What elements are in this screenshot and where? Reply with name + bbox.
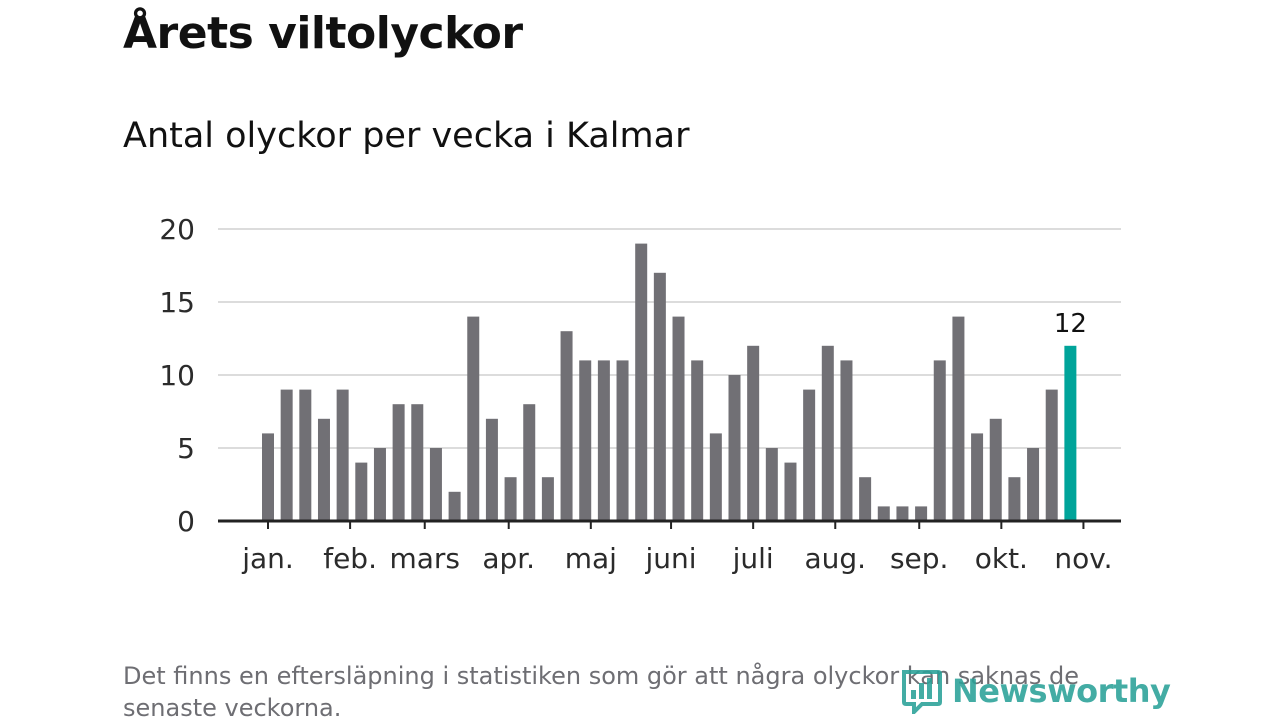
bar xyxy=(672,316,685,521)
bar xyxy=(765,448,778,521)
bar-highlight xyxy=(1064,345,1077,521)
bar xyxy=(821,345,834,521)
bar xyxy=(877,506,890,521)
x-tick-label: maj xyxy=(565,542,617,575)
bar xyxy=(541,477,554,521)
y-tick-label: 10 xyxy=(159,359,195,392)
bar xyxy=(691,360,704,521)
bar xyxy=(635,243,648,521)
bar xyxy=(597,360,610,521)
y-tick-label: 20 xyxy=(159,213,195,246)
bar xyxy=(411,404,424,521)
x-tick-label: mars xyxy=(389,542,460,575)
x-axis-ticks: jan. feb. mars apr. maj juni juli aug. sep. okt. n… xyxy=(241,521,1113,575)
bar xyxy=(784,462,797,521)
y-axis-ticks: 0 5 10 15 20 xyxy=(159,213,195,538)
bar xyxy=(485,418,498,521)
bar xyxy=(728,375,741,521)
x-tick-label: okt. xyxy=(975,542,1028,575)
bar xyxy=(579,360,592,521)
bar xyxy=(448,491,461,521)
brand-name: Newsworthy xyxy=(952,672,1171,710)
x-tick-label: aug. xyxy=(804,542,866,575)
x-tick-label: feb. xyxy=(323,542,377,575)
bar xyxy=(336,389,349,521)
bar xyxy=(392,404,405,521)
bar xyxy=(915,506,928,521)
x-tick-label: jan. xyxy=(241,542,294,575)
bar xyxy=(747,345,760,521)
bar xyxy=(1027,448,1040,521)
bars xyxy=(262,243,1077,521)
bar xyxy=(840,360,853,521)
bar xyxy=(859,477,872,521)
bar xyxy=(653,272,666,521)
bar xyxy=(299,389,312,521)
bar xyxy=(1045,389,1058,521)
bar xyxy=(896,506,909,521)
x-tick-label: juli xyxy=(732,542,774,575)
bar xyxy=(971,433,984,521)
y-tick-label: 15 xyxy=(159,286,195,319)
bar xyxy=(1008,477,1021,521)
x-tick-label: juni xyxy=(645,542,697,575)
chart-subtitle: Antal olyckor per vecka i Kalmar xyxy=(123,116,690,156)
data-label-highlight: 12 xyxy=(1054,309,1087,339)
bar xyxy=(355,462,368,521)
data-labels: 12 xyxy=(1054,309,1087,339)
y-tick-label: 0 xyxy=(177,505,195,538)
bar-chart: 0 5 10 15 20 jan. feb. mars apr. maj juni juli aug.… xyxy=(159,213,1121,575)
x-tick-label: nov. xyxy=(1054,542,1112,575)
chart-title: Årets viltolyckor xyxy=(123,8,523,59)
newsworthy-bar-chart-icon xyxy=(902,670,942,714)
bar xyxy=(504,477,517,521)
bar xyxy=(709,433,722,521)
bar xyxy=(262,433,274,521)
bar xyxy=(467,316,480,521)
x-tick-label: sep. xyxy=(890,542,949,575)
brand-logo[interactable]: Newsworthy xyxy=(900,668,1171,714)
bar xyxy=(280,389,293,521)
bar xyxy=(803,389,816,521)
bar xyxy=(989,418,1002,521)
bar xyxy=(616,360,629,521)
bar xyxy=(560,331,573,521)
bar xyxy=(429,448,442,521)
bar xyxy=(373,448,386,521)
bar xyxy=(933,360,946,521)
bar xyxy=(952,316,965,521)
bar xyxy=(523,404,536,521)
bar xyxy=(317,418,330,521)
gridlines xyxy=(218,228,1121,449)
y-tick-label: 5 xyxy=(177,432,195,465)
x-tick-label: apr. xyxy=(482,542,535,575)
